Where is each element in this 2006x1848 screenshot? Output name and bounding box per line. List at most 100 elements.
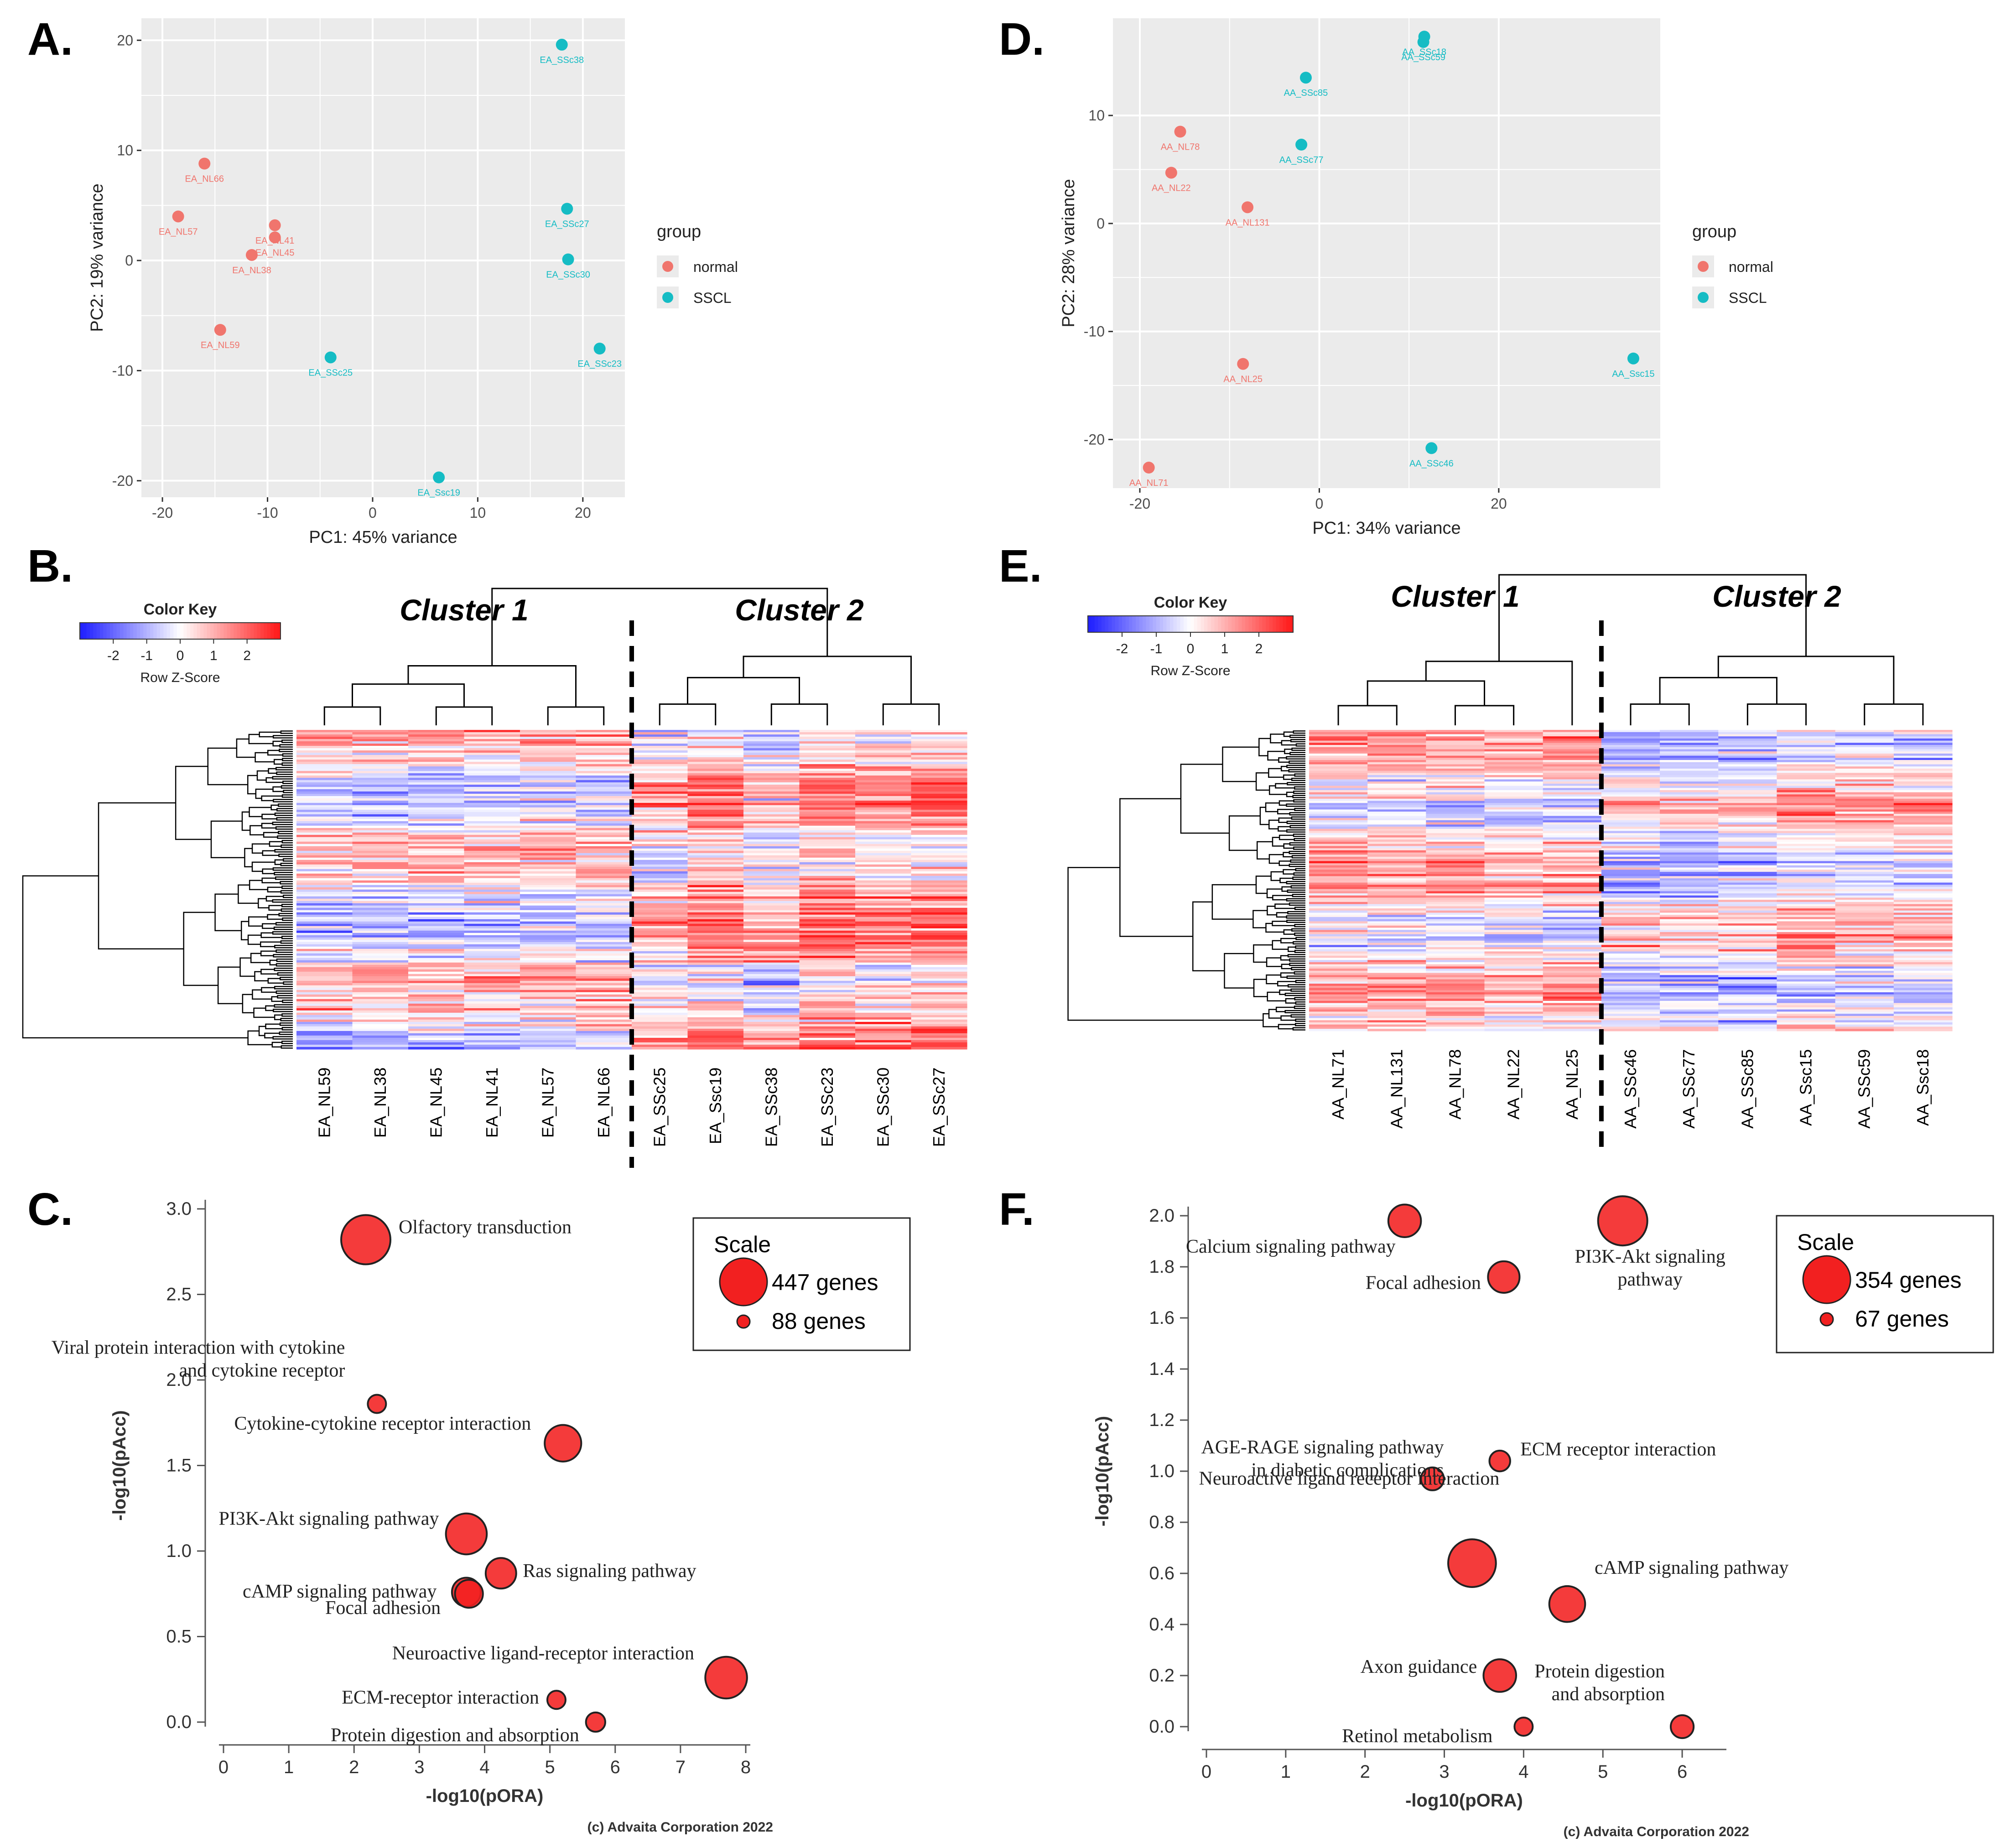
heatmap-cell (632, 810, 688, 812)
heatmap-cell (464, 755, 520, 758)
heatmap-cell (1543, 738, 1602, 741)
heatmap-cell (632, 807, 688, 810)
heatmap-cell (799, 965, 856, 968)
heatmap-cell (352, 944, 409, 947)
color-key-swatch (1180, 616, 1184, 632)
heatmap-cell (855, 994, 912, 997)
heatmap-cell (464, 819, 520, 822)
heatmap-cell (1309, 1026, 1368, 1029)
heatmap-cell (464, 821, 520, 824)
heatmap-cell (576, 810, 632, 812)
color-key-swatch (1228, 616, 1232, 632)
heatmap-cell (1426, 915, 1485, 917)
heatmap-cell (1367, 850, 1426, 853)
heatmap-cell (1543, 990, 1602, 993)
heatmap-cell (576, 755, 632, 758)
heatmap-cell (408, 769, 465, 771)
heatmap-cell (1835, 740, 1894, 743)
heatmap-cell (576, 871, 632, 874)
heatmap-cell (1777, 902, 1836, 905)
heatmap-cell (632, 849, 688, 851)
heatmap-cell (855, 794, 912, 796)
heatmap-cell (1543, 747, 1602, 750)
row-dendrogram-branch (1286, 791, 1294, 797)
heatmap-cell (1543, 908, 1602, 911)
heatmap-cell (464, 908, 520, 911)
heatmap-cell (855, 992, 912, 995)
heatmap-cell (1777, 850, 1836, 853)
heatmap-cell (687, 860, 744, 863)
heatmap-cell (799, 789, 856, 792)
heatmap-cell (1718, 882, 1777, 885)
heatmap-cell (1367, 984, 1426, 986)
heatmap-cell (799, 906, 856, 908)
x-tick-label: 3 (414, 1757, 424, 1777)
heatmap-cell (1484, 1009, 1543, 1012)
color-key-axis-label: Row Z-Score (1150, 663, 1230, 678)
heatmap-column (1718, 730, 1777, 1031)
heatmap-cell (464, 1036, 520, 1038)
heatmap-cell (520, 810, 577, 812)
heatmap-cell (1777, 852, 1836, 855)
heatmap-cell (632, 1033, 688, 1036)
heatmap-cell (1835, 908, 1894, 911)
color-key-swatch (1218, 616, 1222, 632)
heatmap-cell (1367, 968, 1426, 971)
heatmap-cell (687, 805, 744, 808)
heatmap-cell (1718, 734, 1777, 737)
heatmap-cell (1543, 783, 1602, 786)
heatmap-cell (632, 860, 688, 863)
heatmap-cell (1309, 874, 1368, 877)
heatmap-cell (1718, 900, 1777, 902)
heatmap-cell (576, 773, 632, 776)
heatmap-cell (1367, 1005, 1426, 1008)
heatmap-cell (1718, 824, 1777, 827)
heatmap-cell (743, 801, 800, 803)
row-dendrogram-branch (265, 1005, 275, 1011)
heatmap-cell (1543, 816, 1602, 818)
heatmap-cell (464, 748, 520, 751)
heatmap-cell (1718, 865, 1777, 868)
heatmap-cell (1309, 760, 1368, 763)
heatmap-cell (687, 744, 744, 746)
heatmap-cell (1718, 850, 1777, 853)
bubble (1387, 1203, 1422, 1238)
row-dendrogram-leaf (1293, 791, 1305, 794)
heatmap-cell (296, 858, 353, 860)
heatmap-cell (1777, 968, 1836, 971)
heatmap-cell (799, 780, 856, 783)
heatmap-cell (632, 937, 688, 940)
heatmap-cell (1777, 986, 1836, 989)
data-point (198, 157, 211, 170)
heatmap-cell (296, 780, 353, 783)
heatmap-cell (1835, 971, 1894, 973)
heatmap-cell (632, 734, 688, 737)
row-dendrogram-leaf (1286, 915, 1305, 919)
heatmap-cell (1426, 872, 1485, 875)
heatmap-cell (1893, 790, 1953, 793)
heatmap-cell (464, 812, 520, 815)
heatmap-cell (1835, 833, 1894, 836)
data-point (593, 343, 606, 355)
heatmap-cell (799, 876, 856, 879)
heatmap-cell (1660, 857, 1719, 859)
heatmap-cell (1367, 749, 1426, 752)
heatmap-cell (1426, 945, 1485, 947)
heatmap-cell (799, 764, 856, 767)
heatmap-cell (855, 926, 912, 929)
heatmap-cell (520, 755, 577, 758)
heatmap-cell (352, 730, 409, 733)
heatmap-cell (1484, 788, 1543, 791)
heatmap-cell (1484, 1016, 1543, 1019)
heatmap-cell (1835, 743, 1894, 745)
heatmap-cell (743, 750, 800, 753)
heatmap-cell (799, 744, 856, 746)
heatmap-cell (1367, 805, 1426, 808)
heatmap-cell (1543, 813, 1602, 817)
heatmap-cell (464, 826, 520, 828)
heatmap-cell (743, 828, 800, 831)
heatmap-cell (1309, 850, 1368, 853)
heatmap-cell (296, 947, 353, 949)
heatmap-cell (408, 928, 465, 931)
heatmap-cell (1601, 973, 1660, 976)
